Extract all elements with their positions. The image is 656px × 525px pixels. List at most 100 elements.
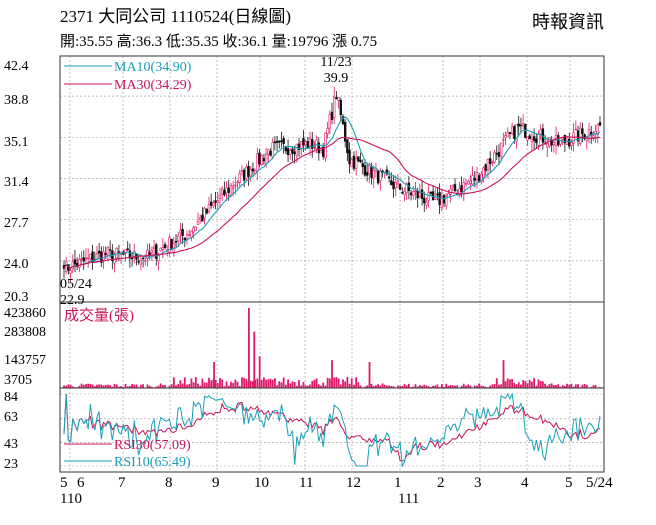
rsi-tick-label: 84: [4, 390, 18, 405]
candle-body: [429, 191, 433, 194]
volume-bar: [489, 385, 492, 388]
volume-bar: [168, 385, 171, 388]
volume-bar: [63, 385, 65, 388]
x-period-label: 110: [60, 491, 82, 507]
price-tick-label: 35.1: [4, 135, 29, 150]
rsi-tick-label: 63: [4, 410, 18, 425]
candle-body: [185, 234, 189, 240]
volume-bar: [541, 381, 544, 388]
volume-bar: [236, 381, 239, 388]
candle-body: [343, 121, 347, 142]
candle-body: [326, 128, 329, 134]
volume-bar: [502, 360, 505, 388]
candle-body: [291, 148, 294, 154]
volume-bar: [346, 377, 349, 388]
volume-bar: [480, 385, 483, 388]
candle-body: [150, 250, 154, 253]
candle-body: [348, 149, 351, 165]
volume-bar: [265, 379, 267, 388]
price-candles: [62, 87, 602, 283]
volume-bar: [109, 385, 112, 388]
volume-bar: [544, 383, 546, 388]
volume-bar: [295, 385, 298, 388]
volume-bar: [267, 379, 270, 388]
volume-bar: [517, 382, 520, 388]
volume-bar: [214, 379, 217, 388]
volume-bar: [324, 385, 327, 388]
volume-bar: [269, 378, 272, 388]
volume-bar: [85, 384, 87, 388]
candle-body: [152, 246, 156, 250]
candle-body: [139, 259, 143, 265]
volume-bar: [100, 384, 103, 388]
candle-body: [436, 193, 439, 196]
volume-bar: [133, 384, 136, 388]
volume-bar: [205, 382, 208, 388]
low-annotation-date: 05/24: [60, 277, 92, 292]
volume-bar: [177, 384, 180, 388]
candle-body: [141, 257, 145, 260]
candle-body: [537, 133, 540, 146]
rsi-tick-label: 23: [4, 457, 18, 472]
candle-body: [300, 141, 303, 149]
candle-body: [372, 169, 375, 179]
volume-bar: [592, 385, 595, 388]
candle-body: [247, 165, 250, 177]
candle-body: [130, 257, 134, 260]
volume-bar: [425, 385, 428, 388]
volume-bar: [522, 380, 525, 388]
volume-bar: [186, 384, 188, 388]
candle-body: [273, 141, 277, 144]
candle-body: [401, 192, 404, 194]
candle-body: [148, 252, 151, 255]
volume-bar: [421, 385, 423, 388]
candle-body: [234, 184, 237, 187]
volume-bar: [513, 382, 516, 388]
candle-body: [576, 130, 580, 142]
volume-bar: [443, 386, 445, 388]
candle-body: [304, 141, 307, 146]
volume-bar: [509, 379, 511, 388]
volume-bar: [159, 383, 162, 388]
candle-body: [497, 152, 501, 157]
volume-bar: [449, 385, 452, 388]
volume-bar: [194, 377, 197, 388]
candle-body: [445, 195, 448, 207]
volume-bar: [353, 384, 355, 388]
candle-body: [137, 260, 140, 263]
volume-bar: [482, 385, 485, 388]
candle-body: [214, 200, 217, 203]
volume-bar: [87, 383, 90, 388]
volume-panel-label: 成交量(張): [64, 306, 134, 324]
candle-body: [346, 139, 349, 154]
volume-bar: [548, 384, 551, 388]
volume-bar: [465, 385, 467, 388]
volume-bar: [113, 383, 116, 388]
volume-bar: [350, 378, 353, 388]
volume-bar: [170, 384, 173, 388]
volume-bar: [504, 381, 507, 388]
candle-body: [552, 142, 556, 145]
candle-body: [227, 187, 230, 193]
volume-bar: [129, 386, 131, 388]
rsi-y-axis: 84 63 43 23: [4, 390, 18, 472]
volume-bar: [241, 377, 243, 388]
candle-body: [89, 254, 92, 260]
volume-bar: [188, 384, 191, 388]
candle-body: [361, 163, 364, 167]
volume-bar: [131, 383, 133, 388]
candle-body: [322, 146, 325, 157]
volume-bar: [320, 385, 322, 388]
volume-bar: [447, 385, 450, 388]
volume-bar: [243, 377, 246, 388]
candle-body: [170, 238, 173, 250]
candle-body: [293, 151, 296, 155]
candle-body: [350, 158, 353, 168]
candle-body: [302, 138, 305, 146]
candle-body: [108, 249, 112, 251]
candle-body: [394, 182, 397, 189]
volume-bar: [388, 385, 391, 388]
x-tick-label: 1: [394, 475, 402, 491]
volume-bar: [210, 380, 213, 388]
candle-body: [517, 123, 520, 127]
